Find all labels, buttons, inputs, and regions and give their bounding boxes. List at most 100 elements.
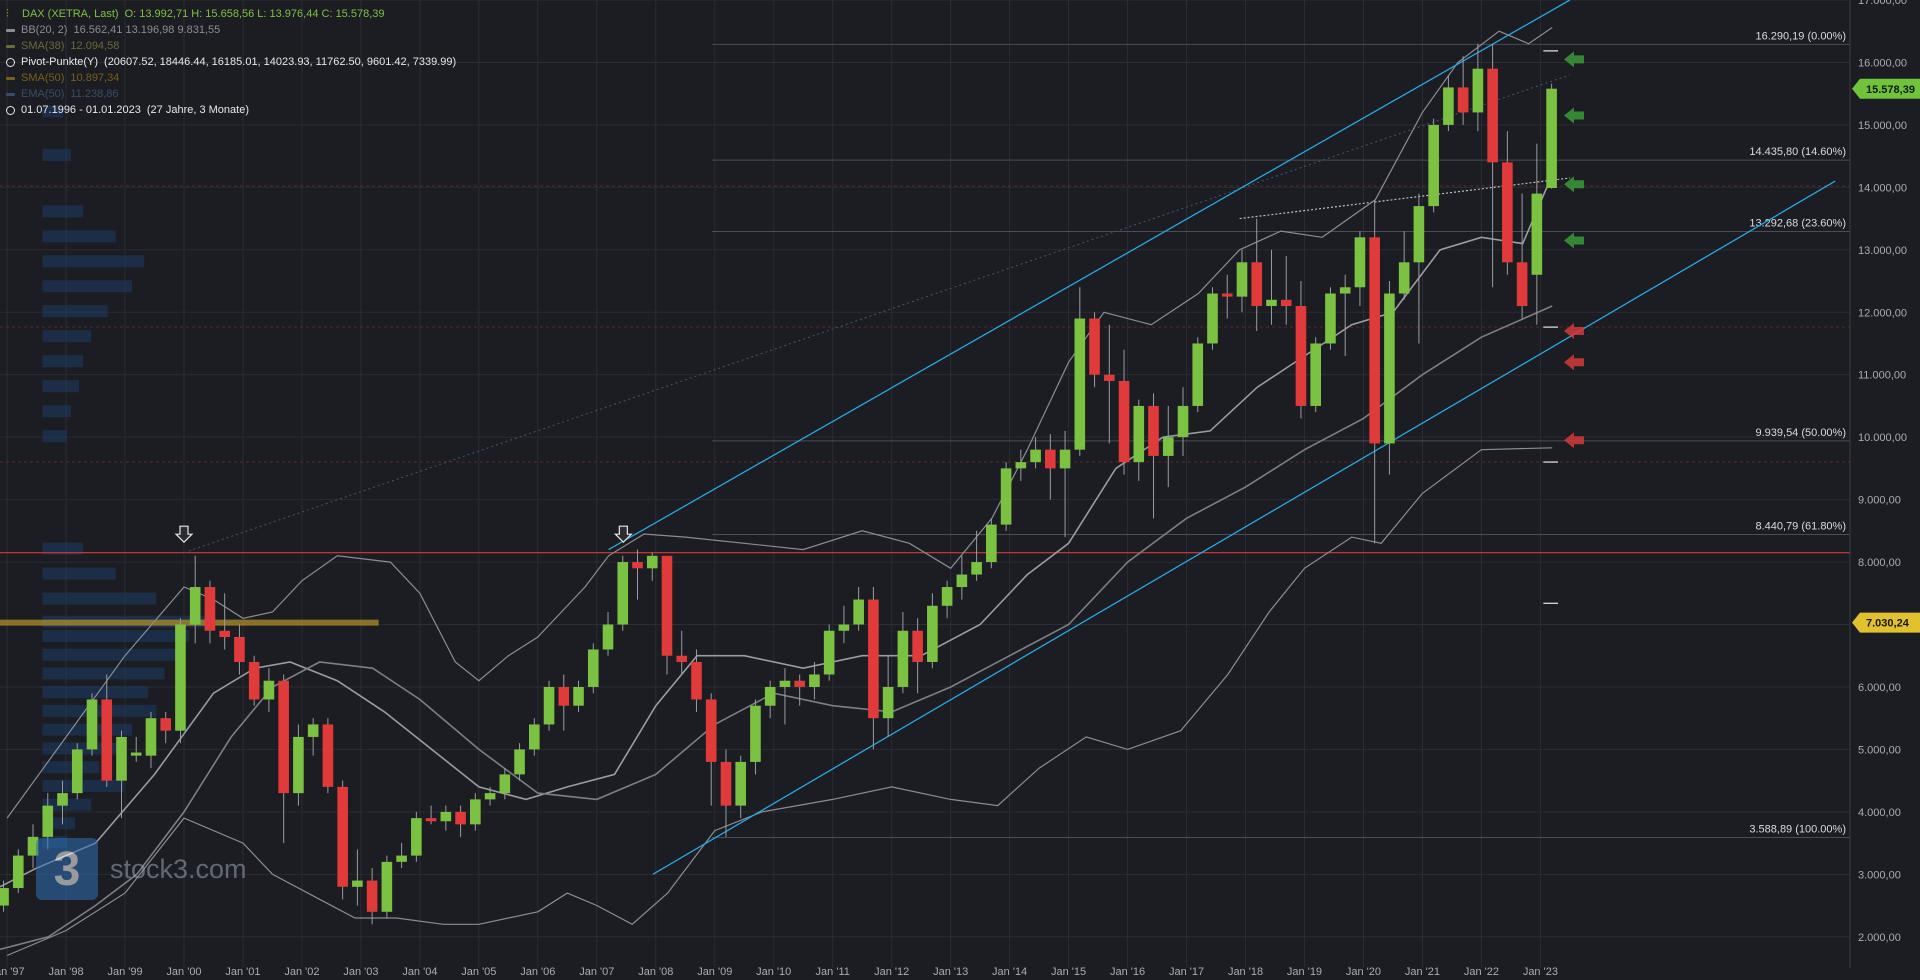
candle-body (1266, 299, 1277, 307)
volume-profile-bar (42, 592, 157, 605)
y-tick-label: 12.000,00 (1858, 307, 1907, 319)
candle (1251, 218, 1263, 331)
candle-body (86, 699, 98, 750)
candle-body (691, 661, 702, 700)
candle-body (57, 793, 68, 806)
volume-profile-bar (42, 380, 80, 393)
volume-profile-bar (42, 205, 84, 218)
volume-profile-bar (42, 686, 149, 699)
candle-body (219, 630, 230, 638)
candle-body (71, 749, 83, 794)
y-tick-label: 2.000,00 (1858, 932, 1901, 944)
candle-body (528, 724, 540, 750)
candle (57, 780, 68, 825)
candle-body (1148, 405, 1159, 456)
candle-body (189, 587, 201, 625)
bollinger-lower (6, 447, 1553, 957)
bollinger-upper (6, 27, 1553, 819)
candle-body (1369, 237, 1380, 444)
candle (396, 843, 407, 869)
candle (1118, 349, 1130, 475)
x-tick-label: Jan '08 (638, 966, 673, 978)
red-arrow-icon (1563, 322, 1584, 339)
candle (897, 612, 909, 694)
candle (558, 674, 570, 731)
volume-profile-bar (42, 280, 132, 293)
y-tick-label: 8.000,00 (1858, 557, 1901, 569)
legend-range-row[interactable]: 01.07.1996 - 01.01.2023 (27 Jahre, 3 Mon… (6, 102, 456, 118)
candle (676, 630, 688, 675)
x-tick-label: Jan '23 (1523, 966, 1558, 978)
candle-body (1000, 468, 1012, 525)
candle (352, 849, 363, 906)
candle (764, 680, 776, 719)
volume-profile-bar (42, 667, 165, 680)
x-tick-label: Jan '98 (48, 966, 83, 978)
candle-body (897, 630, 909, 687)
candle (1428, 118, 1439, 213)
candle (1531, 143, 1543, 325)
candle-body (1045, 449, 1056, 469)
x-tick-label: Jan '22 (1464, 966, 1499, 978)
legend-sma38-row[interactable]: SMA(38) 12.094,58 (6, 38, 456, 54)
volume-profile-bar (42, 330, 92, 343)
candle (175, 618, 186, 744)
volume-profile-bar (42, 305, 108, 318)
candle-body (1325, 293, 1336, 344)
range-duration: (27 Jahre, 3 Monate) (146, 104, 250, 116)
candle-body (927, 605, 938, 662)
watermark: 3 stock3.com (36, 838, 247, 900)
legend-bb-row[interactable]: BB(20, 2) 16.562,41 13.196,98 9.831,55 (6, 22, 456, 38)
candle (735, 755, 747, 819)
candle (794, 674, 805, 706)
fib-label: 16.290,19 (0.00%) (1755, 30, 1846, 42)
candle (1030, 437, 1041, 469)
x-tick-label: Jan '13 (933, 966, 968, 978)
candle (1546, 83, 1557, 189)
legend-sma50-row[interactable]: SMA(50) 10.897,34 (6, 70, 456, 86)
volume-profile-bar (42, 230, 116, 243)
legend-pivot-row[interactable]: Pivot-Punkte(Y) (20607.52, 18446.44, 161… (6, 54, 456, 70)
candle (956, 555, 968, 600)
last-price-badge: 15.578,39 (1866, 84, 1915, 96)
candle-body (411, 818, 422, 856)
candle (219, 593, 230, 650)
legend-ema50-row[interactable]: EMA(50) 11.238,86 (6, 86, 456, 102)
x-tick-label: Jan '12 (874, 966, 909, 978)
candle (12, 849, 24, 894)
candle (101, 674, 113, 787)
volume-profile-bar (42, 405, 71, 418)
y-tick-label: 13.000,00 (1858, 245, 1907, 257)
candle-body (425, 818, 437, 822)
candle-body (868, 599, 879, 719)
candle-body (1546, 88, 1557, 188)
candle-body (794, 680, 805, 687)
y-tick-label: 5.000,00 (1858, 744, 1901, 756)
candle-body (1457, 87, 1469, 113)
green-arrow-icon (1563, 51, 1584, 68)
candle-body (470, 799, 481, 825)
candle (440, 805, 452, 831)
candle-body (941, 587, 953, 606)
candle (278, 674, 289, 844)
candle (1325, 287, 1336, 350)
candle (189, 555, 201, 644)
x-tick-label: Jan '07 (579, 966, 614, 978)
candle-body (912, 630, 923, 662)
candle (116, 730, 127, 819)
candle-body (1428, 124, 1439, 207)
candle (705, 693, 717, 806)
legend-instrument-row[interactable]: ⫶ DAX (XETRA, Last) O: 13.992,71 H: 15.6… (6, 6, 456, 22)
candle-body (1133, 405, 1145, 463)
candle (455, 805, 466, 837)
candle-body (779, 680, 791, 687)
red-arrow-icon (1563, 432, 1584, 449)
candle-body (175, 624, 186, 731)
channel-line-upper (608, 0, 1571, 551)
candle-body (809, 674, 820, 687)
candle-body (455, 811, 466, 825)
x-tick-label: Jan '02 (284, 966, 319, 978)
candle (528, 718, 540, 756)
candle (1000, 462, 1012, 531)
